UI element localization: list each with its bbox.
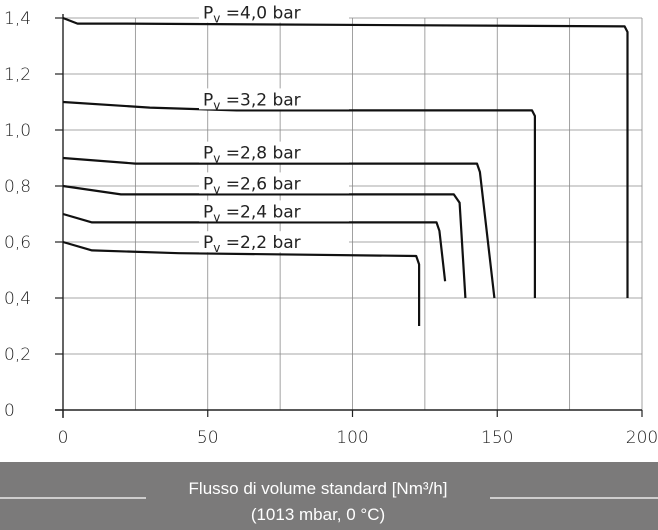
series-label-subscript: v — [213, 152, 220, 166]
series-label-value: =2,2 bar — [220, 233, 300, 253]
series-label-main: P — [203, 90, 213, 110]
series-label-value: =2,6 bar — [220, 174, 300, 194]
axis-layer: 0 0,2 0,4 0,6 0,8 1,0 1,2 1,4 0 50 100 150 200 — [4, 9, 658, 448]
series-label-subscript: v — [213, 210, 220, 224]
series-label-background — [199, 231, 349, 253]
series-label-value: =2,8 bar — [220, 144, 300, 164]
x-tick-label: 150 — [481, 428, 513, 448]
x-tick-label: 0 — [58, 428, 69, 448]
xlabel-band-background — [0, 462, 658, 530]
x-tick-label: 100 — [336, 428, 368, 448]
xlabel-band: Flusso di volume standard [Nm³/h] (1013 … — [0, 462, 658, 530]
series-label-subscript: v — [213, 241, 220, 255]
series-line — [62, 100, 536, 298]
series-label: Pv =3,2 bar — [203, 90, 301, 112]
y-tick-label: 0,6 — [4, 233, 31, 253]
x-axis-title: Flusso di volume standard [Nm³/h] — [189, 479, 448, 498]
y-tick-label: 0,8 — [4, 177, 31, 197]
y-tick-label: 0 — [4, 401, 15, 421]
x-axis-subtitle: (1013 mbar, 0 °C) — [251, 505, 385, 524]
series-label-background — [199, 1, 349, 23]
series-label-main: P — [203, 233, 213, 253]
series-label-value: =2,4 bar — [220, 202, 300, 222]
y-tick-label: 1,0 — [4, 121, 31, 141]
x-tick-label: 200 — [626, 428, 658, 448]
y-tick-label: 1,2 — [4, 65, 31, 85]
series-label-subscript: v — [213, 12, 220, 26]
series-label: Pv =2,4 bar — [203, 202, 301, 224]
x-tick-label: 50 — [197, 428, 219, 448]
series-label-value: =3,2 bar — [220, 90, 300, 110]
series-line — [62, 212, 447, 282]
series-label-main: P — [203, 4, 213, 24]
series-line — [62, 16, 629, 298]
series-line — [62, 240, 421, 326]
series-line — [62, 156, 496, 299]
series-label-background — [199, 172, 349, 194]
series-label-background — [199, 141, 349, 163]
series-label-background — [199, 200, 349, 222]
grid-layer — [62, 17, 643, 411]
series-label-subscript: v — [213, 182, 220, 196]
series-label: Pv =2,2 bar — [203, 233, 301, 255]
series-label-main: P — [203, 202, 213, 222]
series-label-background — [199, 88, 349, 110]
series-label-main: P — [203, 144, 213, 164]
series-label: Pv =4,0 bar — [203, 4, 301, 26]
series-label: Pv =2,8 bar — [203, 144, 301, 166]
series-label: Pv =2,6 bar — [203, 174, 301, 196]
y-tick-label: 0,2 — [4, 345, 31, 365]
series-label-subscript: v — [213, 98, 220, 112]
series-label-main: P — [203, 174, 213, 194]
y-tick-label: 1,4 — [4, 9, 31, 29]
series-line — [62, 184, 467, 299]
y-tick-label: 0,4 — [4, 289, 31, 309]
series-label-value: =4,0 bar — [220, 4, 300, 24]
